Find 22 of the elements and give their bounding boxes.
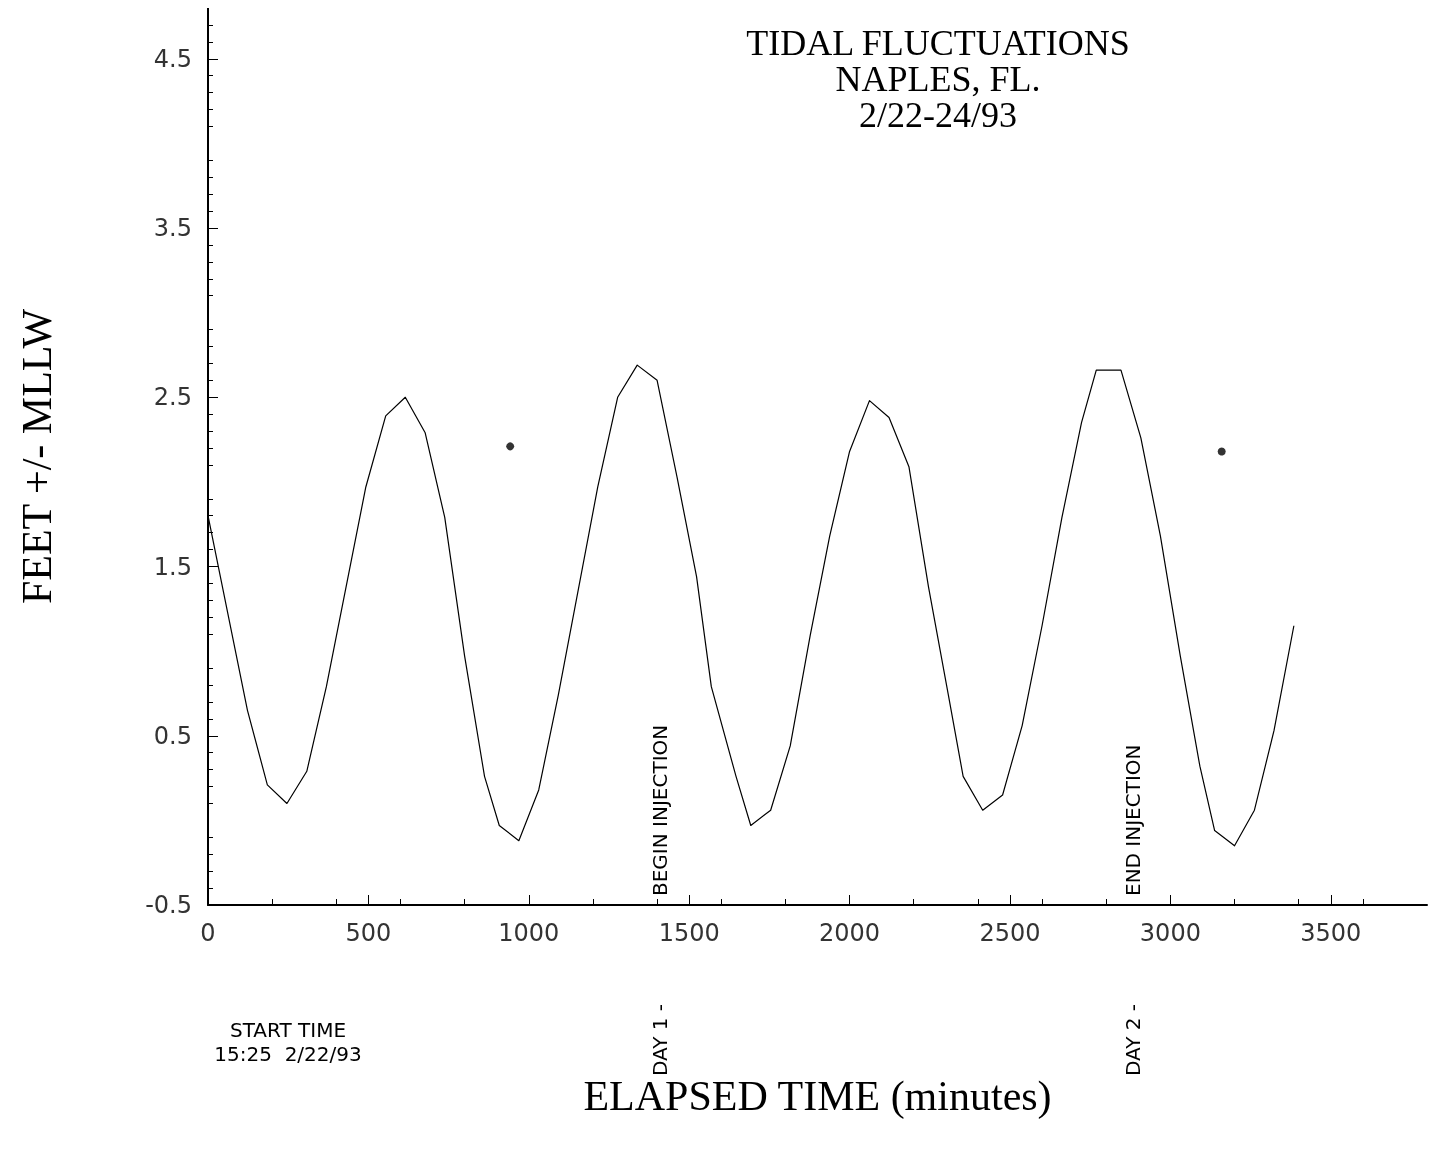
x-tick-label: 0: [200, 919, 216, 947]
x-tick-label: 3500: [1300, 919, 1362, 947]
text: DAY 2 -: [1121, 1003, 1145, 1076]
x-tick-label: 3000: [1139, 919, 1201, 947]
y-tick-label: 2.5: [153, 383, 192, 412]
x-tick-label: 500: [345, 919, 392, 947]
x-tick-label: 1000: [498, 919, 560, 947]
x-tick-label: 2000: [819, 919, 881, 947]
y-axis-title: FEET +/- MLLW: [14, 308, 60, 605]
x-tick-label: 2500: [979, 919, 1041, 947]
y-tick-label: -0.5: [145, 891, 192, 919]
x-axis-title: ELAPSED TIME (minutes): [583, 1073, 1052, 1120]
text: TIDAL FLUCTUATIONS NAPLES, FL. 2/22-24/93: [746, 23, 1130, 135]
x-tick-label: 1500: [658, 919, 720, 947]
y-tick-label: 1.5: [153, 552, 192, 581]
annotation: END INJECTION: [1121, 744, 1145, 896]
y-tick-label: 4.5: [153, 44, 192, 73]
text: DAY 1 -: [648, 1003, 672, 1076]
text: START TIME 15:25 2/22/93: [214, 1018, 362, 1066]
y-tick-label: 0.5: [153, 721, 192, 750]
y-tick-label: 3.5: [153, 214, 192, 243]
annotation: BEGIN INJECTION: [648, 724, 672, 896]
